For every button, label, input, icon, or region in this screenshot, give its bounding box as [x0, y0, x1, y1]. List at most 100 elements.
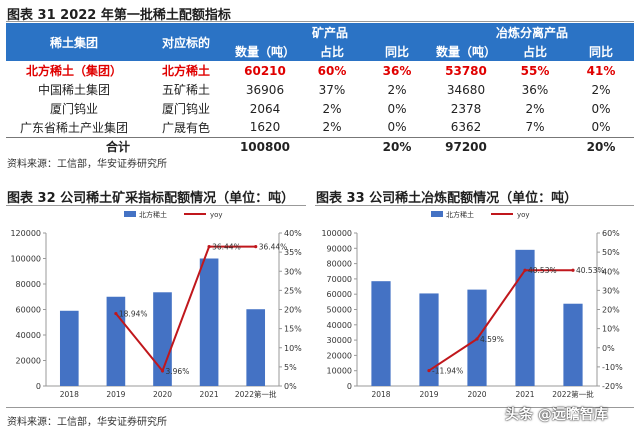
table-title: 图表 31 2022 年第一批稀土配额指标: [7, 8, 231, 23]
y2-tick-label: 10%: [284, 344, 302, 353]
y2-tick-label: 0%: [602, 344, 615, 353]
y2-tick-label: 20%: [602, 306, 620, 315]
cell: 1620: [249, 120, 281, 135]
cell: 北方稀土: [161, 64, 210, 78]
y2-tick-label: 20%: [284, 306, 302, 315]
cell: 0%: [591, 101, 611, 116]
yoy-point: [254, 245, 258, 249]
y-tick-label: 60000: [16, 306, 41, 315]
cell: 34680: [446, 82, 486, 97]
cell: 0%: [387, 101, 407, 116]
y-tick-label: 100000: [321, 229, 352, 238]
y2-tick-label: 0%: [284, 382, 297, 391]
source-note: 资料来源：工信部，华安证券研究所: [7, 159, 167, 170]
chart-32-title: 图表 32 公司稀土矿采指标配额情况（单位：吨）: [7, 191, 295, 206]
yoy-point: [114, 311, 118, 316]
y-tick-label: 40000: [327, 321, 352, 330]
header-share: 占比: [300, 42, 364, 61]
y2-tick-label: 60%: [602, 229, 620, 238]
y2-tick-label: -20%: [602, 382, 623, 391]
y-tick-label: 120000: [10, 229, 41, 238]
y-tick-label: 90000: [327, 244, 352, 253]
table-row: 中国稀土集团 五矿稀土 36906 37% 2% 34680 36% 2%: [6, 80, 634, 99]
bar: [515, 249, 535, 386]
cell: [300, 136, 364, 156]
cell: 100800: [230, 136, 300, 156]
chart-32-svg: 0 20000 40000 60000 80000 100000 120000 0% 5% 10%…: [10, 210, 302, 399]
cell: 0%: [387, 120, 407, 135]
y2-tick-label: 25%: [284, 286, 302, 295]
y-tick-label: 0: [36, 382, 41, 391]
y-tick-label: 10000: [327, 367, 352, 376]
cell: 2%: [322, 120, 342, 135]
bar: [371, 281, 391, 386]
table-row: 广东省稀土产业集团 广晟有色 1620 2% 0% 6362 7% 0%: [6, 118, 634, 137]
y2-tick-label: 5%: [284, 363, 297, 372]
legend-bar-swatch: [124, 211, 136, 217]
y2-tick-label: 30%: [602, 286, 620, 295]
header-yoy: 同比: [568, 42, 634, 61]
cell: 广晟有色: [161, 120, 210, 135]
x-tick-label: 2019: [419, 390, 438, 399]
cell: 0%: [591, 120, 611, 135]
y2-tick-label: 50%: [602, 248, 620, 257]
cell: 6362: [450, 120, 482, 135]
table-row: 厦门钨业 厦门钨业 2064 2% 0% 2378 2% 0%: [6, 99, 634, 118]
quota-table: 稀土集团 对应标的 矿产品 冶炼分离产品 数量（吨） 占比 同比 数量（吨） 占…: [6, 23, 634, 156]
table-row: 北方稀土（集团） 北方稀土 60210 60% 36% 53780 55% 41…: [6, 61, 634, 80]
y2-tick-label: 40%: [602, 267, 620, 276]
source-note: 资料来源：工信部，华安证券研究所: [7, 417, 167, 428]
table-title-rule: [6, 21, 634, 22]
header-stock: 对应标的: [142, 23, 230, 61]
y-tick-label: 30000: [327, 336, 352, 345]
yoy-point: [571, 268, 575, 272]
y2-tick-label: 35%: [284, 248, 302, 257]
cell: 60%: [317, 63, 347, 78]
cell: 厦门钨业: [49, 102, 98, 116]
legend-bar-label: 北方稀土: [139, 210, 167, 219]
y2-tick-label: 30%: [284, 267, 302, 276]
table-total-row: 合计 100800 20% 97200 20%: [6, 136, 634, 156]
cell: 2%: [387, 82, 407, 97]
y-tick-label: 60000: [327, 290, 352, 299]
cell: 36%: [382, 63, 412, 78]
cell: 北方稀土（集团）: [25, 64, 122, 78]
cell: 53780: [445, 63, 487, 78]
x-tick-label: 2018: [60, 390, 79, 399]
y2-tick-label: -10%: [602, 363, 623, 372]
bar: [246, 309, 266, 386]
header-group: 稀土集团: [6, 23, 142, 61]
watermark: 头条 @远瞻智库: [505, 407, 608, 423]
chart-33-title-rule: [315, 205, 634, 206]
cell: 合计: [6, 136, 230, 156]
cell: 37%: [318, 82, 346, 97]
x-tick-label: 2021: [515, 390, 534, 399]
y-tick-label: 80000: [16, 280, 41, 289]
cell: 2%: [591, 82, 611, 97]
y-tick-label: 50000: [327, 306, 352, 315]
x-tick-label: 2021: [200, 390, 219, 399]
cell: 中国稀土集团: [37, 83, 110, 97]
y2-tick-label: 10%: [602, 325, 620, 334]
cell: 2064: [249, 101, 281, 116]
cell: 厦门钨业: [161, 102, 210, 116]
legend-line-label: yoy: [517, 211, 530, 219]
yoy-point: [207, 245, 211, 249]
yoy-line: [115, 245, 256, 373]
cell: 97200: [430, 136, 502, 156]
yoy-data-label: 3.96%: [166, 367, 190, 376]
header-mineral: 矿产品: [230, 23, 430, 42]
bar: [563, 303, 583, 386]
legend-line-label: yoy: [210, 211, 223, 219]
x-tick-label: 2020: [153, 390, 172, 399]
cell: [502, 136, 568, 156]
y-tick-label: 100000: [10, 255, 41, 264]
bottom-rule: [6, 407, 634, 408]
cell: 2%: [525, 101, 545, 116]
yoy-data-label: 18.94%: [119, 310, 148, 319]
yoy-data-label: 36.44%: [212, 243, 241, 252]
header-qty: 数量（吨）: [230, 42, 300, 61]
y-tick-label: 70000: [327, 275, 352, 284]
x-tick-label: 2019: [106, 390, 125, 399]
yoy-data-label: 4.59%: [480, 335, 504, 344]
